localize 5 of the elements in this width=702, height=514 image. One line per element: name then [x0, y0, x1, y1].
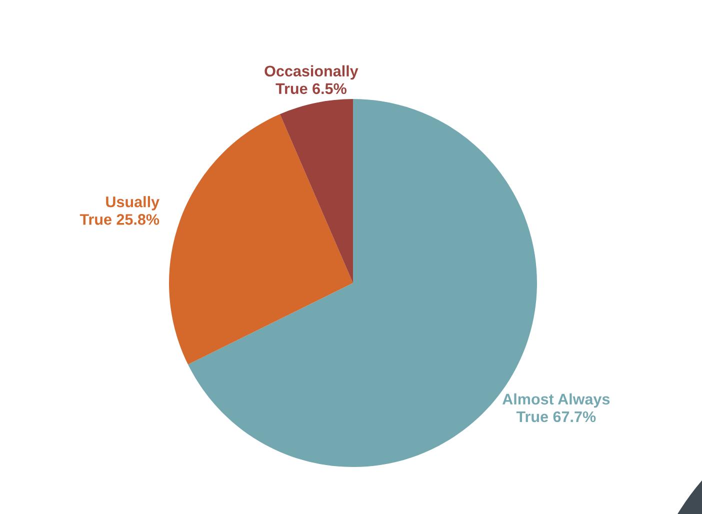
pie-slice [280, 99, 353, 283]
slice-label: Usually True 25.8% [80, 196, 160, 225]
slice-label: Occasionally True 6.5% [264, 65, 358, 94]
slice-label: Almost Always True 67.7% [502, 393, 610, 422]
pie-slice [169, 114, 353, 364]
